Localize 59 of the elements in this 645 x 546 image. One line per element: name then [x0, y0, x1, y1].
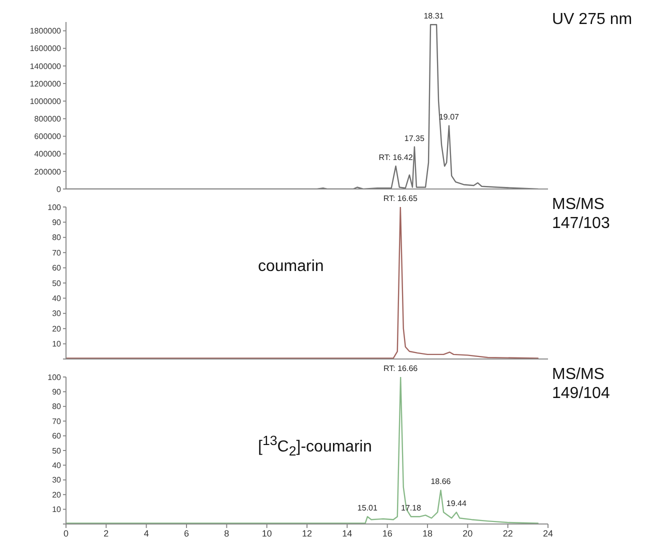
x-tick-label: 8 — [224, 528, 230, 538]
x-tick-label: 2 — [104, 528, 109, 538]
y-tick-label: 80 — [52, 402, 62, 412]
y-tick-label: 30 — [52, 309, 62, 318]
annotation: 18.31 — [424, 12, 444, 21]
y-tick-label: 40 — [52, 461, 62, 470]
y-tick-label: 100 — [48, 202, 62, 212]
y-tick-label: 600000 — [34, 132, 62, 142]
y-tick-label: 0 — [56, 184, 62, 194]
y-tick-label: 90 — [52, 388, 62, 397]
y-tick-label: 50 — [52, 278, 62, 288]
x-tick-label: 0 — [63, 528, 69, 538]
annotation: 17.35 — [404, 134, 425, 143]
y-tick-label: 400000 — [34, 150, 62, 159]
y-tick-label: 10 — [52, 340, 62, 349]
annotation: 15.01 — [357, 504, 378, 513]
line-series — [66, 207, 539, 359]
x-tick-label: 14 — [342, 528, 352, 538]
x-tick-label: 12 — [302, 528, 312, 538]
annotation: [$^{13}$C$_{2}$]-coumarin — [258, 433, 372, 459]
y-tick-label: 1400000 — [30, 62, 62, 71]
x-tick-label: 10 — [262, 528, 272, 538]
y-tick-label: 70 — [52, 416, 62, 426]
x-tick-label: 22 — [502, 528, 513, 538]
annotation: 18.66 — [430, 477, 452, 486]
annotation: RT: 16.66 — [384, 364, 418, 373]
x-tick-label: 20 — [462, 528, 473, 538]
y-tick-label: 1600000 — [30, 44, 62, 54]
y-tick-label: 100 — [48, 372, 62, 382]
y-tick-label: 200000 — [34, 167, 62, 176]
y-tick-label: 40 — [52, 294, 62, 304]
y-tick-label: 90 — [52, 218, 62, 228]
y-tick-label: 50 — [52, 446, 62, 456]
text: MS/MS 149/104 — [552, 365, 611, 403]
x-tick-label: 4 — [144, 528, 149, 538]
text: UV 275 nm — [552, 10, 634, 29]
x-tick-label: 16 — [382, 528, 392, 538]
y-tick-label: 80 — [52, 233, 62, 242]
annotation: 17.18 — [401, 504, 422, 513]
x-tick-label: 18 — [422, 528, 433, 538]
y-tick-label: 1000000 — [30, 96, 62, 106]
annotation: RT: 16.42 — [378, 153, 414, 162]
y-tick-label: 60 — [52, 432, 62, 441]
annotation: RT: 16.65 — [383, 194, 418, 203]
y-tick-label: 800000 — [34, 114, 62, 124]
y-tick-label: 1800000 — [30, 26, 62, 36]
y-tick-label: 1200000 — [30, 79, 62, 88]
annotation: 19.44 — [446, 499, 467, 508]
y-tick-label: 20 — [52, 490, 62, 500]
x-tick-label: 24 — [542, 528, 554, 538]
y-tick-label: 70 — [52, 248, 62, 258]
line-series — [66, 377, 539, 524]
y-tick-label: 30 — [52, 476, 62, 485]
y-tick-label: 60 — [52, 264, 62, 273]
y-tick-label: 20 — [52, 324, 62, 334]
x-tick-label: 6 — [184, 528, 190, 538]
annotation: coumarin — [258, 258, 324, 276]
y-tick-label: 10 — [52, 505, 62, 514]
text: MS/MS 147/103 — [552, 195, 611, 233]
